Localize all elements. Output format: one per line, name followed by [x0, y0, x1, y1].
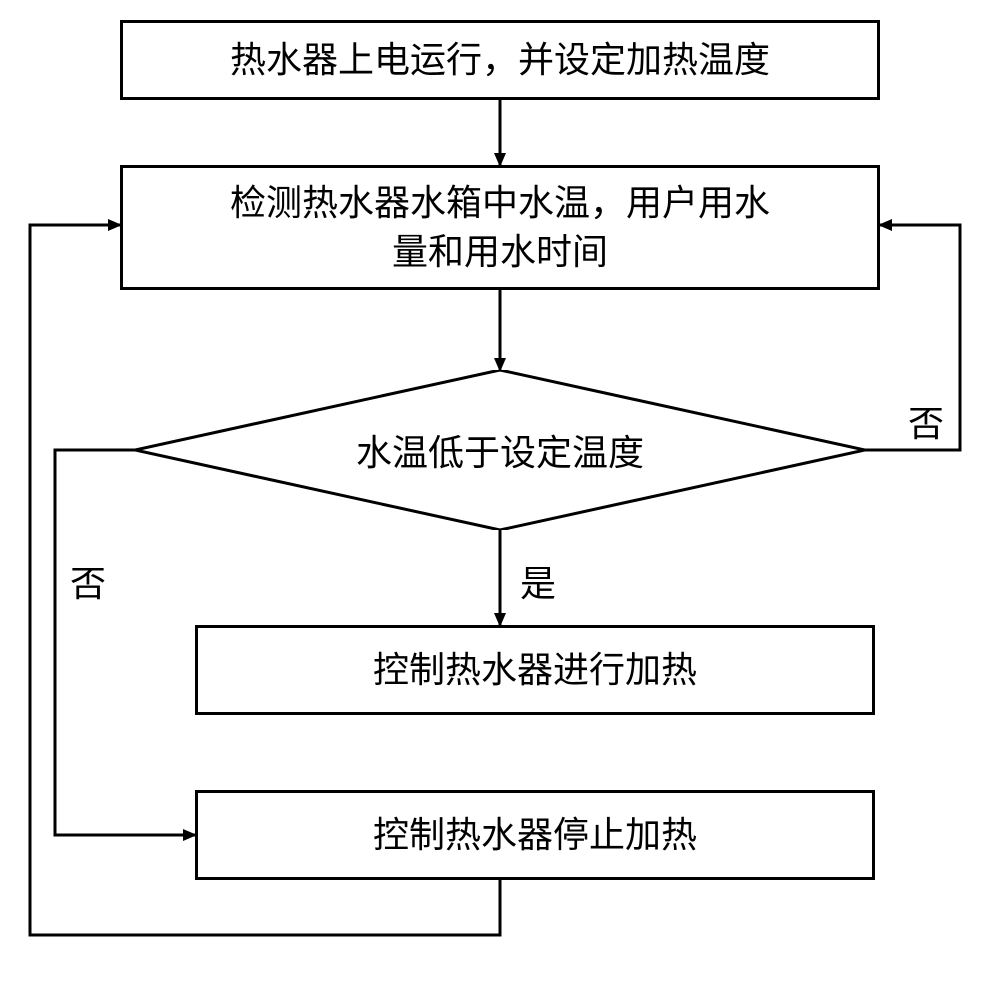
edge-label-no-right: 否 — [908, 395, 944, 447]
flow-node-decision: 水温低于设定温度 — [135, 370, 865, 530]
flow-node-start-text: 热水器上电运行，并设定加热温度 — [230, 36, 770, 85]
flow-node-detect: 检测热水器水箱中水温，用户用水 量和用水时间 — [120, 165, 880, 290]
flow-node-stop: 控制热水器停止加热 — [195, 790, 875, 880]
flow-node-stop-text: 控制热水器停止加热 — [373, 811, 697, 860]
flow-node-start: 热水器上电运行，并设定加热温度 — [120, 20, 880, 100]
edge-label-yes: 是 — [520, 555, 556, 607]
flow-node-detect-text: 检测热水器水箱中水温，用户用水 量和用水时间 — [230, 179, 770, 276]
flow-node-heat-text: 控制热水器进行加热 — [373, 646, 697, 695]
edge-label-no-left: 否 — [70, 555, 106, 607]
flow-node-heat: 控制热水器进行加热 — [195, 625, 875, 715]
flow-node-decision-text: 水温低于设定温度 — [135, 370, 865, 530]
